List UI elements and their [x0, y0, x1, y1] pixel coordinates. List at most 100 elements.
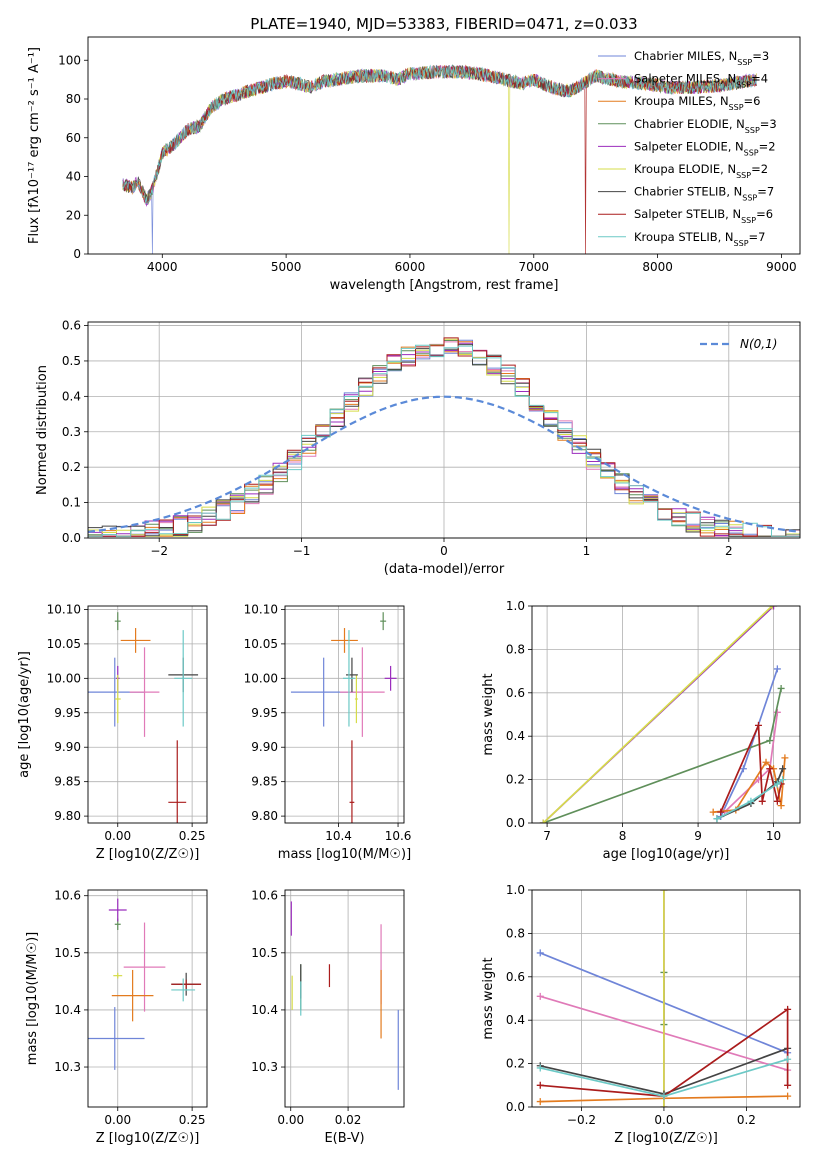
axes-frame	[531, 605, 801, 824]
y-axis-label: age [log10(age/yr)]	[17, 651, 32, 778]
weight-point-marker	[773, 780, 781, 788]
y-tick-label: 9.90	[54, 740, 81, 754]
y-tick-label: 9.95	[54, 706, 81, 720]
y-tick-label: 10.3	[251, 1060, 278, 1074]
weight-series	[723, 712, 779, 813]
weight-point-marker	[747, 797, 755, 805]
x-tick-label: 0.2	[737, 1113, 756, 1127]
panel-weight-vs-Z: −0.2 0.0 0.2 0.0 0.2 0.4 0.6 0.8 1.0 Z [log10(Z/Z…	[481, 883, 801, 1146]
y-tick-label: 1.0	[506, 599, 525, 613]
x-axis-label: (data-model)/error	[384, 562, 505, 577]
axes-frame	[87, 321, 801, 539]
axes-frame	[87, 605, 208, 824]
y-tick-label: 0.4	[62, 389, 81, 403]
weight-point-marker	[713, 815, 721, 823]
histogram-series	[88, 337, 800, 538]
legend-label: Kroupa ELODIE, NSSP=2	[634, 162, 768, 180]
x-tick-label: 8	[619, 829, 627, 843]
weight-point-marker	[779, 765, 787, 773]
legend-label: N(0,1)	[740, 337, 777, 351]
x-tick-label: 8000	[642, 260, 673, 274]
weight-point-marker	[536, 1064, 544, 1072]
spectrum-line	[122, 64, 757, 205]
y-axis-label: Flux [fλ10⁻¹⁷ erg cm⁻² s⁻¹ A⁻¹]	[27, 47, 42, 244]
x-tick-label: 5000	[271, 260, 302, 274]
y-tick-label: 0.2	[506, 773, 525, 787]
weight-point-marker	[770, 606, 778, 610]
panel-weight-vs-age: 7 8 9 10 0.0 0.2 0.4 0.6 0.8 1.0 age [log10(age/yr…	[481, 599, 801, 862]
x-tick-label: −2	[150, 544, 168, 558]
weight-point-marker	[762, 758, 770, 766]
plot-area	[88, 612, 199, 823]
axes-frame	[531, 889, 801, 1108]
y-axis-label: mass weight	[481, 957, 496, 1039]
x-tick-label: 0.0	[654, 1113, 673, 1127]
x-tick-label: 9000	[766, 260, 797, 274]
weight-point-marker	[773, 665, 781, 673]
weight-point-marker	[539, 819, 547, 823]
y-tick-label: 0.8	[506, 926, 525, 940]
weight-point-marker	[779, 776, 787, 784]
x-axis-label: Z [log10(Z/Z☉)]	[614, 1131, 718, 1146]
weight-point-marker	[709, 808, 717, 816]
weight-point-marker	[766, 765, 774, 773]
panel-mass-vs-Z: 0.00 0.25 10.3 10.4 10.5 10.6 Z [log10(Z/Z☉)] m…	[25, 889, 208, 1146]
x-axis-label: wavelength [Angstrom, rest frame]	[330, 278, 559, 293]
y-tick-label: 9.80	[54, 809, 81, 823]
y-tick-label: 10.5	[54, 946, 81, 960]
panel-spectrum: 4000 5000 6000 7000 8000 9000 0 20 40 60 80 100 wave…	[27, 36, 801, 293]
weight-point-marker	[781, 754, 789, 762]
panel-age-vs-Z: 0.00 0.25 9.80 9.85 9.90 9.95 10.00 10.05 10.10 Z…	[17, 602, 208, 862]
y-tick-label: 0.1	[62, 496, 81, 510]
y-tick-label: 10.10	[47, 602, 81, 616]
x-tick-label: 10.6	[385, 829, 412, 843]
weight-point-marker	[536, 992, 544, 1000]
y-tick-label: 9.85	[251, 775, 278, 789]
weight-series	[540, 1007, 789, 1098]
legend-label: Chabrier ELODIE, NSSP=3	[634, 117, 777, 135]
weight-point-marker	[784, 1005, 792, 1013]
y-axis-label: mass [log10(M/M☉)]	[25, 932, 40, 1065]
x-tick-label: 7000	[519, 260, 550, 274]
y-tick-label: 0.6	[62, 319, 81, 333]
axes-frame	[284, 605, 405, 824]
legend-label: Kroupa STELIB, NSSP=7	[634, 230, 765, 248]
grid	[88, 890, 207, 1107]
y-tick-label: 0.5	[62, 354, 81, 368]
weight-point-marker	[739, 765, 747, 773]
x-tick-label: 7	[543, 829, 551, 843]
x-tick-label: 2	[725, 544, 733, 558]
y-tick-label: 60	[66, 131, 81, 145]
y-tick-label: 10.05	[47, 637, 81, 651]
y-tick-label: 0	[73, 247, 81, 261]
gaussian-curve	[88, 395, 800, 533]
y-tick-label: 9.80	[251, 809, 278, 823]
y-tick-label: 40	[66, 170, 81, 184]
y-tick-label: 10.00	[244, 671, 278, 685]
plot-area	[290, 901, 399, 1090]
x-tick-label: 0.02	[335, 1113, 362, 1127]
axes-frame	[284, 889, 405, 1108]
legend-label: Chabrier STELIB, NSSP=7	[634, 185, 774, 203]
legend-label: Kroupa MILES, NSSP=6	[634, 94, 760, 112]
x-tick-label: 10	[766, 829, 781, 843]
x-tick-label: 1	[583, 544, 591, 558]
x-axis-label: Z [log10(Z/Z☉)]	[96, 1131, 200, 1146]
legend-label: Salpeter STELIB, NSSP=6	[634, 207, 773, 225]
y-tick-label: 0.6	[506, 686, 525, 700]
legend-gauss: N(0,1)	[700, 337, 777, 351]
y-tick-label: 10.05	[244, 637, 278, 651]
y-tick-label: 10.00	[47, 671, 81, 685]
chart-title: PLATE=1940, MJD=53383, FIBERID=0471, z=0…	[250, 15, 637, 33]
plot-area	[122, 64, 757, 254]
y-tick-label: 0.3	[62, 425, 81, 439]
weight-point-marker	[660, 890, 668, 894]
y-tick-label: 1.0	[506, 883, 525, 897]
x-tick-label: 0.00	[104, 829, 131, 843]
weight-point-marker	[536, 1098, 544, 1106]
y-tick-label: 0.8	[506, 642, 525, 656]
plot-area	[290, 612, 397, 823]
legend: Chabrier MILES, NSSP=3 Salpeter MILES, NS…	[598, 49, 777, 247]
grid	[88, 606, 207, 823]
panel-mass-vs-ebv: 0.00 0.02 10.3 10.4 10.5 10.6 E(B-V)	[251, 889, 405, 1146]
